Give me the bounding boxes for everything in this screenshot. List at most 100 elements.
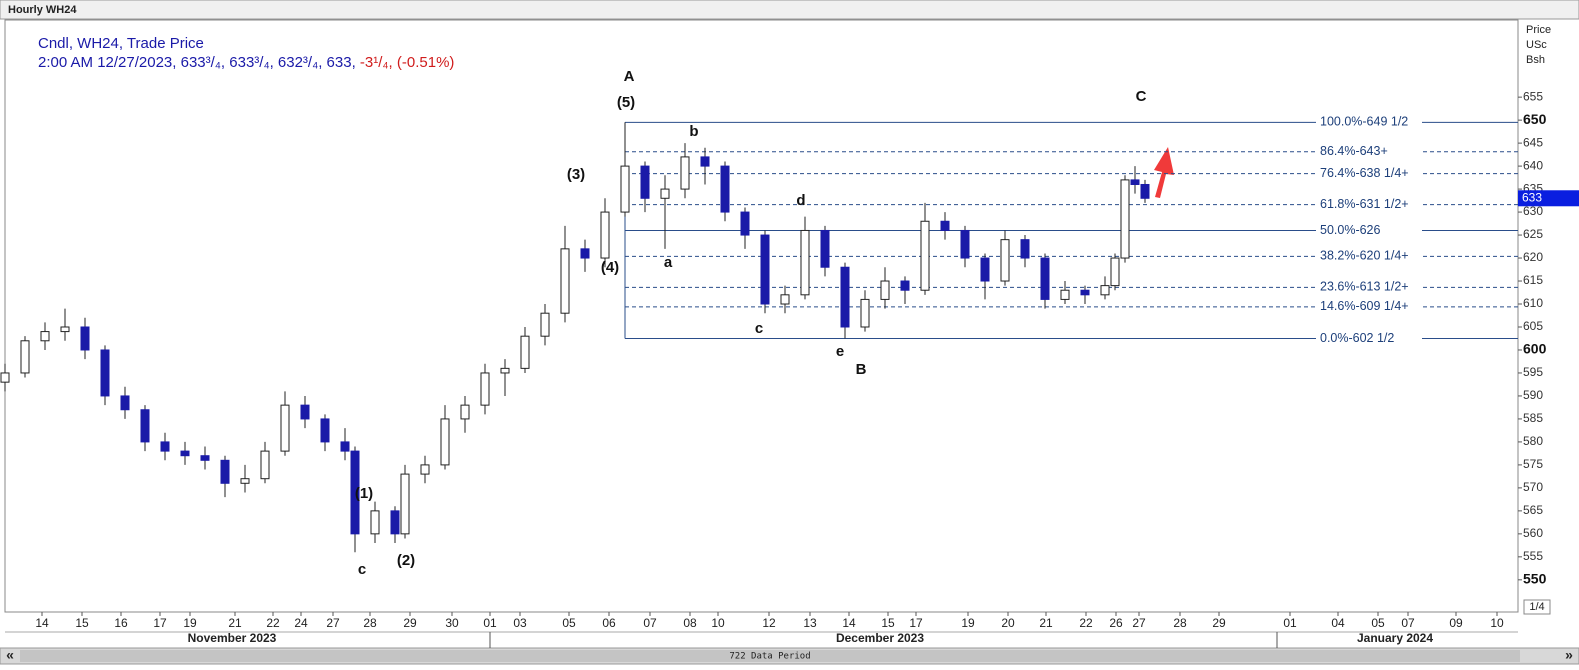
candle-body — [620, 165, 630, 213]
x-tick-label: 15 — [75, 616, 89, 630]
candle-body — [180, 450, 190, 457]
wave-label: (3) — [567, 166, 585, 183]
y-tick-label: 610 — [1523, 296, 1543, 310]
candle-body — [840, 266, 850, 328]
legend-values: 2:00 AM 12/27/2023, 633³/₄, 633³/₄, 632³… — [38, 54, 356, 71]
scale-box[interactable] — [1523, 599, 1551, 615]
x-tick-label: 09 — [1449, 616, 1463, 630]
x-tick-label: 29 — [1212, 616, 1226, 630]
x-tick-label: 21 — [228, 616, 242, 630]
candle-body — [660, 188, 670, 199]
scroll-left[interactable]: « — [6, 647, 14, 663]
candle-body — [20, 340, 30, 374]
candle-body — [560, 248, 570, 314]
candle-body — [580, 248, 590, 259]
wave-label: (4) — [601, 259, 619, 276]
fib-label: 61.8%-631 1/2+ — [1320, 197, 1409, 211]
wave-label: C — [1136, 88, 1147, 105]
candle-body — [1120, 179, 1130, 259]
candle-body — [500, 367, 510, 374]
candle-body — [600, 211, 610, 259]
x-tick-label: 22 — [1079, 616, 1093, 630]
wave-label: e — [836, 343, 844, 360]
candle-body — [240, 478, 250, 484]
candle-body — [720, 165, 730, 213]
y-tick-label: 640 — [1523, 158, 1543, 172]
candle-body — [160, 441, 170, 452]
wave-label: b — [689, 123, 698, 140]
fib-label: 50.0%-626 — [1320, 223, 1381, 237]
wave-label: c — [755, 320, 763, 337]
x-tick-label: 03 — [513, 616, 527, 630]
fib-label-bg — [1316, 249, 1422, 264]
red-arrow — [1154, 147, 1174, 198]
x-tick-label: 24 — [294, 616, 308, 630]
candle-body — [370, 510, 380, 535]
x-tick-label: 05 — [1371, 616, 1385, 630]
wave-label: (2) — [397, 552, 415, 569]
candle-body — [480, 372, 490, 406]
y-tick-label: 560 — [1523, 526, 1543, 540]
x-tick-label: 10 — [1490, 616, 1504, 630]
candle-body — [0, 372, 10, 383]
y-tick-label: 590 — [1523, 388, 1543, 402]
candle-body — [390, 510, 400, 535]
candle-body — [820, 229, 830, 268]
scroll-thumb[interactable] — [20, 650, 1520, 662]
candle-body — [1100, 285, 1110, 296]
candle-body — [400, 473, 410, 535]
candle-body — [460, 404, 470, 420]
fib-label-bg — [1316, 331, 1422, 346]
current-price-box — [1518, 190, 1579, 207]
fib-label-bg — [1316, 115, 1422, 130]
x-tick-label: 20 — [1001, 616, 1015, 630]
axis-header: USc — [1526, 39, 1547, 51]
candle-body — [100, 349, 110, 397]
x-tick-label: 22 — [266, 616, 280, 630]
x-tick-label: 08 — [683, 616, 697, 630]
scroll-right[interactable]: » — [1565, 647, 1573, 663]
fib-label: 23.6%-613 1/2+ — [1320, 280, 1409, 294]
candle-body — [1040, 257, 1050, 300]
month-label: January 2024 — [1357, 631, 1433, 645]
candle-body — [800, 229, 810, 296]
x-tick-label: 05 — [562, 616, 576, 630]
y-tick-label: 655 — [1523, 89, 1543, 103]
y-tick-label: 650 — [1523, 111, 1547, 127]
x-tick-label: 14 — [35, 616, 49, 630]
x-tick-label: 07 — [1401, 616, 1415, 630]
fib-label: 76.4%-638 1/4+ — [1320, 166, 1409, 180]
y-tick-label: 550 — [1523, 571, 1547, 587]
legend-change: -3¹/₄, (-0.51%) — [360, 54, 454, 71]
candle-body — [700, 156, 710, 167]
candle-body — [260, 450, 270, 480]
candle-body — [300, 404, 310, 420]
current-price-label: 633 — [1522, 190, 1542, 204]
x-tick-label: 01 — [483, 616, 497, 630]
fib-label-bg — [1316, 223, 1422, 238]
candle-body — [200, 455, 210, 461]
wave-label: d — [796, 192, 805, 209]
candle-body — [440, 418, 450, 466]
wave-label: A — [624, 68, 635, 85]
candle-body — [540, 312, 550, 337]
candle-body — [120, 395, 130, 411]
x-tick-label: 27 — [326, 616, 340, 630]
fib-label: 14.6%-609 1/4+ — [1320, 299, 1409, 313]
candle-body — [1140, 183, 1150, 199]
candle-body — [940, 220, 950, 231]
candle-body — [1000, 239, 1010, 282]
candle-body — [1020, 239, 1030, 259]
candle-body — [640, 165, 650, 199]
candle-body — [980, 257, 990, 282]
x-tick-label: 17 — [909, 616, 923, 630]
candle-body — [920, 220, 930, 291]
x-tick-label: 19 — [183, 616, 197, 630]
candle-body — [340, 441, 350, 452]
x-tick-label: 28 — [1173, 616, 1187, 630]
y-tick-label: 620 — [1523, 250, 1543, 264]
scale-label: 1/4 — [1529, 601, 1544, 613]
fib-label: 100.0%-649 1/2 — [1320, 115, 1408, 129]
candle-body — [420, 464, 430, 475]
